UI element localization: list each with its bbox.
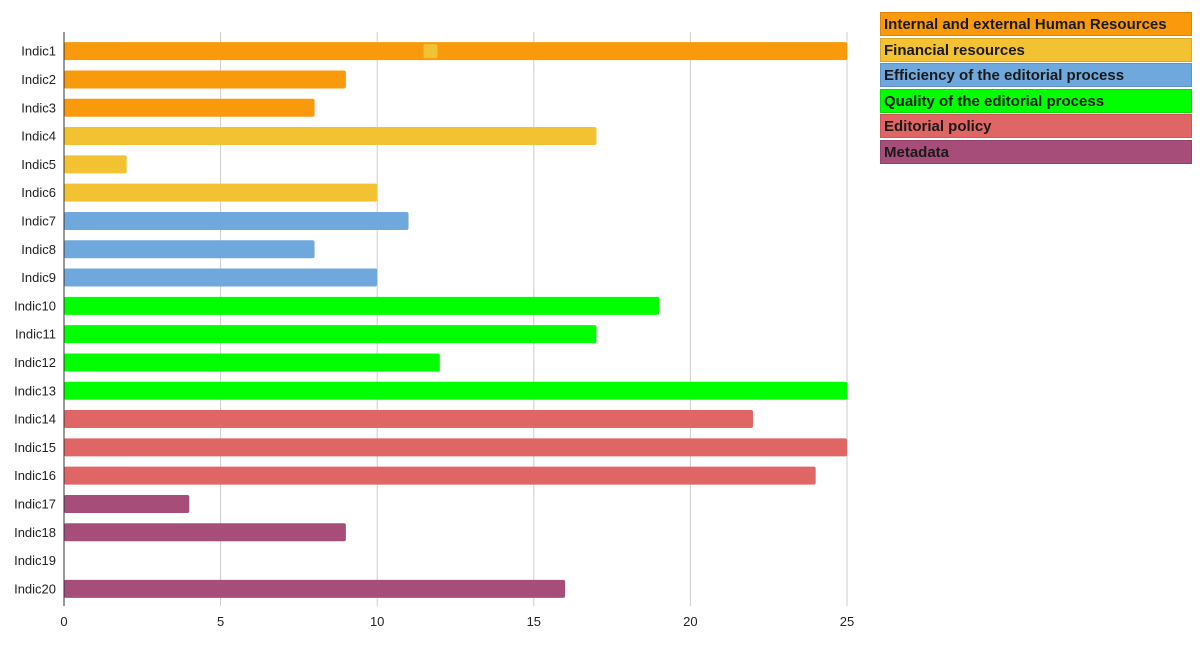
bar-chart: Indic1 Indic2 Indic3 Indic4 Indic5 Indic6 Indi…: [14, 32, 854, 629]
bar-marker: [423, 44, 438, 59]
bar-indic3: [64, 98, 315, 117]
legend-item: Quality of the editorial process: [880, 88, 1192, 113]
bar-indic14: [64, 410, 754, 429]
bar-indic4: [64, 127, 597, 146]
y-category-label: Indic20: [14, 581, 56, 596]
y-category-label: Indic18: [14, 525, 56, 540]
x-tick-label: 25: [840, 614, 854, 629]
x-tick-label: 20: [683, 614, 697, 629]
gridlines: [220, 32, 848, 606]
bar-indic15: [64, 438, 847, 457]
y-category-label: Indic14: [14, 412, 56, 427]
y-category-label: Indic2: [21, 72, 56, 87]
y-category-label: Indic1: [21, 44, 56, 59]
y-category-label: Indic3: [21, 100, 56, 115]
bar-indic2: [64, 70, 346, 89]
y-category-label: Indic6: [21, 185, 56, 200]
bar-indic10: [64, 296, 660, 315]
x-tick-label: 0: [60, 614, 67, 629]
bar-indic16: [64, 466, 816, 485]
legend: Internal and external Human Resources Fin…: [880, 12, 1192, 166]
x-tick-label: 15: [527, 614, 541, 629]
bar-indic7: [64, 211, 409, 230]
legend-item: Internal and external Human Resources: [880, 12, 1192, 36]
bar-indic17: [64, 494, 190, 513]
bar-indic1: [64, 42, 847, 61]
legend-item: Financial resources: [880, 37, 1192, 62]
y-category-label: Indic12: [14, 355, 56, 370]
bar-indic8: [64, 240, 315, 259]
x-tick-label: 10: [370, 614, 384, 629]
bar-indic5: [64, 155, 127, 174]
bar-indic9: [64, 268, 378, 287]
y-category-label: Indic7: [21, 213, 56, 228]
y-axis-labels: Indic1 Indic2 Indic3 Indic4 Indic5 Indic6 Indi…: [14, 44, 56, 597]
y-category-label: Indic16: [14, 468, 56, 483]
x-axis-ticks: 0 5 10 15 20 25: [60, 614, 854, 629]
x-tick-label: 5: [217, 614, 224, 629]
bar-indic6: [64, 183, 378, 202]
y-category-label: Indic9: [21, 270, 56, 285]
y-category-label: Indic10: [14, 298, 56, 313]
y-category-label: Indic4: [21, 129, 56, 144]
y-category-label: Indic5: [21, 157, 56, 172]
bar-indic13: [64, 381, 847, 400]
legend-item: Efficiency of the editorial process: [880, 63, 1192, 88]
bar-indic12: [64, 353, 440, 372]
bar-indic18: [64, 523, 346, 542]
y-category-label: Indic17: [14, 496, 56, 511]
legend-item: Metadata: [880, 139, 1192, 164]
y-category-label: Indic8: [21, 242, 56, 257]
bar-indic11: [64, 325, 597, 344]
y-category-label: Indic11: [15, 327, 56, 342]
bar-indic20: [64, 579, 566, 598]
y-category-label: Indic15: [14, 440, 56, 455]
y-category-label: Indic19: [14, 553, 56, 568]
y-category-label: Indic13: [14, 383, 56, 398]
bars: [64, 42, 847, 598]
legend-item: Editorial policy: [880, 114, 1192, 139]
